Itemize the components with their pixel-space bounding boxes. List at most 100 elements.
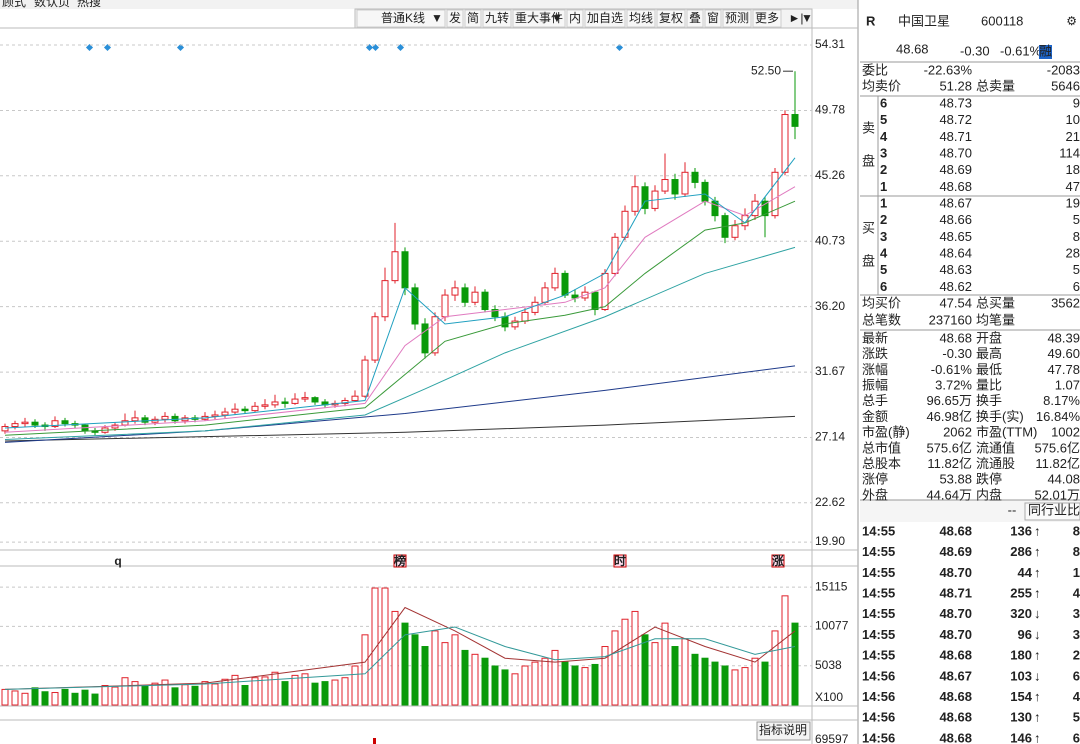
toolbar-label[interactable]: 窗	[707, 11, 719, 25]
volume-bar	[661, 622, 669, 706]
toolbar-button[interactable]	[482, 9, 512, 28]
toolbar-label[interactable]: 预测	[725, 11, 749, 25]
y-tick-label: 5038	[815, 658, 842, 672]
toolbar-button[interactable]	[752, 9, 782, 28]
value: 53.88	[939, 472, 972, 487]
volume-bar	[461, 649, 469, 706]
toolbar-button[interactable]	[464, 9, 482, 28]
indicator-button-label[interactable]: 指标说明	[759, 722, 807, 737]
toolbar-button[interactable]	[686, 9, 704, 28]
event-marker[interactable]	[371, 43, 380, 52]
candle-body	[371, 316, 379, 361]
candle-body	[451, 287, 459, 296]
toolbar-label[interactable]: 普通K线	[381, 11, 425, 25]
top-link[interactable]: 顾式	[2, 0, 26, 9]
candle-body	[411, 287, 419, 325]
value: 575.6亿	[1034, 440, 1080, 455]
toolbar-icon[interactable]: ▼	[801, 11, 813, 25]
toolbar-button[interactable]	[704, 9, 722, 28]
volume-bar	[601, 646, 609, 706]
candle-body	[601, 272, 609, 311]
candle-body	[391, 251, 399, 282]
tab-frame	[1024, 502, 1080, 521]
volume-bars	[1, 587, 799, 706]
event-badge[interactable]	[613, 554, 627, 568]
volume-bar	[771, 630, 779, 706]
volume-bar	[451, 634, 459, 706]
candle-body	[701, 181, 709, 202]
toolbar-label[interactable]: 加自选	[587, 11, 623, 25]
settings-icon[interactable]: ⚙	[1066, 14, 1077, 28]
tick-extra: 1	[1073, 565, 1080, 580]
level: 6	[880, 95, 887, 110]
level-volume: 6	[1073, 279, 1080, 294]
volume-bar	[591, 663, 599, 706]
level: 6	[880, 279, 887, 294]
event-badge[interactable]	[771, 554, 785, 568]
indicator-button[interactable]	[756, 721, 811, 741]
toolbar-button[interactable]	[722, 9, 752, 28]
side-label: 卖	[862, 120, 875, 135]
volume-bar	[31, 687, 39, 706]
volume-bar	[671, 646, 679, 706]
toolbar-button[interactable]	[446, 9, 464, 28]
toolbar-button[interactable]	[566, 9, 584, 28]
toolbar-icon[interactable]: ►|	[789, 11, 804, 25]
event-label[interactable]: 时	[614, 553, 626, 568]
level-volume: 18	[1066, 162, 1080, 177]
event-marker[interactable]	[396, 43, 405, 52]
top-link[interactable]: 热搜	[77, 0, 101, 9]
volume-bar	[651, 642, 659, 706]
candle-body	[251, 405, 259, 412]
volume-bar	[171, 687, 179, 706]
tick-time: 14:55	[862, 586, 895, 601]
level-volume: 9	[1073, 95, 1080, 110]
tab[interactable]: 同行业比较	[1028, 502, 1080, 517]
event-marker[interactable]	[615, 43, 624, 52]
label: 市盈(静)	[862, 425, 910, 440]
event-badge[interactable]	[393, 554, 407, 568]
y-tick-label: 31.67	[815, 364, 845, 378]
tick-volume: 146	[1010, 730, 1032, 744]
toolbar-label[interactable]: 重大事件	[515, 11, 563, 25]
volume-bar	[321, 681, 329, 706]
moving-average	[4, 365, 796, 443]
volume-bar	[21, 692, 29, 706]
top-strip	[0, 0, 858, 9]
label: 流通值	[976, 440, 1015, 455]
label: 最高	[976, 346, 1002, 361]
toolbar-label[interactable]: 更多	[755, 11, 779, 25]
event-marker[interactable]	[365, 43, 374, 52]
event-label[interactable]: q	[114, 554, 121, 568]
toolbar-label[interactable]: 复权	[659, 11, 683, 25]
dropdown-arrow: ▼	[431, 11, 443, 25]
volume-bar	[201, 681, 209, 706]
tab[interactable]: --	[1008, 502, 1017, 517]
candle-body	[351, 395, 359, 402]
event-marker[interactable]	[176, 43, 185, 52]
event-label[interactable]: 涨	[772, 553, 784, 568]
volume-bar	[711, 661, 719, 706]
top-link[interactable]: 数认页	[34, 0, 70, 9]
toolbar-button[interactable]	[656, 9, 686, 28]
tick-extra: 8	[1073, 523, 1080, 538]
toolbar-label[interactable]: 均线	[629, 11, 653, 25]
toolbar-label[interactable]: 内	[569, 11, 581, 25]
volume-bar	[41, 691, 49, 706]
toolbar-button[interactable]	[512, 9, 566, 28]
volume-bar	[291, 674, 299, 706]
toolbar-label[interactable]: 九转	[485, 10, 509, 25]
toolbar-button[interactable]	[356, 9, 446, 28]
toolbar-label[interactable]: 发	[449, 10, 461, 25]
toolbar-label[interactable]: 叠	[689, 11, 701, 25]
y-tick-label: 40.73	[815, 233, 845, 247]
volume-bar	[251, 677, 259, 706]
toolbar-button[interactable]	[584, 9, 626, 28]
volume-bar	[561, 661, 569, 706]
tick-time: 14:55	[862, 606, 895, 621]
value: -0.30	[942, 346, 972, 361]
toolbar-label[interactable]: 简	[467, 11, 479, 25]
toolbar-button[interactable]	[626, 9, 656, 28]
candle-body	[131, 417, 139, 422]
event-label[interactable]: 榜	[394, 553, 406, 568]
